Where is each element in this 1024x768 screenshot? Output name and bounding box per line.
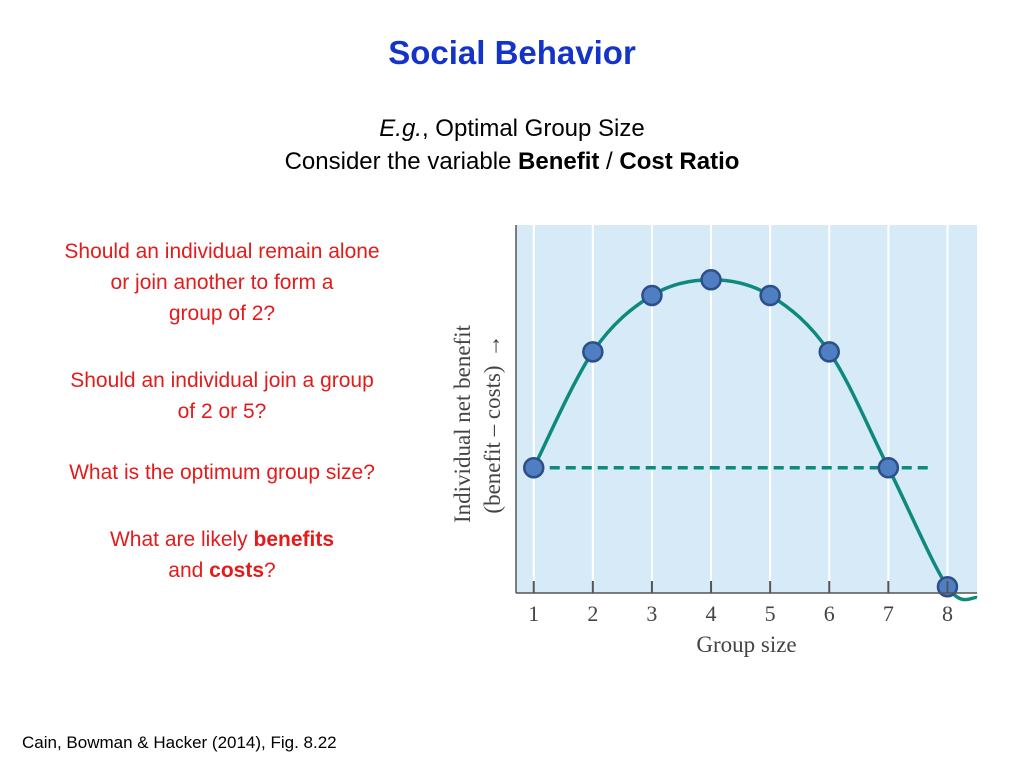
plot-background xyxy=(516,225,977,593)
x-axis-label: Group size xyxy=(696,632,796,657)
slide-subtitle: E.g., Optimal Group Size Consider the va… xyxy=(0,112,1024,178)
x-tick-label-1: 1 xyxy=(528,601,539,626)
data-point-5 xyxy=(759,284,781,307)
x-tick-label-5: 5 xyxy=(765,601,776,626)
subtitle-cost-ratio: Cost Ratio xyxy=(619,148,740,175)
x-tick-label-6: 6 xyxy=(824,601,835,626)
data-point-1 xyxy=(522,456,545,479)
question-1-line-2: or join another to form a xyxy=(110,271,334,294)
y-axis-label-line-2: (benefit – costs) → xyxy=(480,334,505,513)
x-tick-labels: 1 2 3 4 5 6 7 8 xyxy=(528,601,953,626)
data-point-2 xyxy=(582,341,604,363)
subtitle-prefix: Consider the variable xyxy=(284,148,519,175)
x-tick-label-7: 7 xyxy=(883,601,894,626)
question-3: What is the optimum group size? xyxy=(69,461,375,484)
question-4-line-1: What are likely benefits xyxy=(22,524,422,555)
question-4-costs: costs xyxy=(209,559,265,582)
question-1-line-1: Should an individual remain alone xyxy=(64,240,380,263)
subtitle-rest: , Optimal Group Size xyxy=(421,115,645,142)
subtitle-line-1: E.g., Optimal Group Size xyxy=(0,112,1024,145)
question-list: Should an individual remain alone or joi… xyxy=(22,236,422,586)
subtitle-slash: / xyxy=(599,148,620,175)
x-tick-label-3: 3 xyxy=(646,601,657,626)
data-point-6 xyxy=(818,341,840,363)
data-point-7 xyxy=(877,456,900,479)
data-point-3 xyxy=(641,284,663,307)
y-axis-label: Individual net benefit (benefit – costs)… xyxy=(450,324,505,523)
slide-title: Social Behavior xyxy=(388,34,636,71)
y-axis-arrow-icon: → xyxy=(480,334,505,357)
x-tick-label-8: 8 xyxy=(942,601,953,626)
question-4-benefits: benefits xyxy=(253,528,335,551)
question-2-line-2: of 2 or 5? xyxy=(177,400,267,423)
question-4-suffix: ? xyxy=(264,559,276,582)
question-4-prefix: What are likely xyxy=(109,528,254,551)
question-2-line-1: Should an individual join a group xyxy=(70,369,374,392)
subtitle-line-2: Consider the variable Benefit / Cost Rat… xyxy=(0,145,1024,178)
x-tick-marks xyxy=(532,581,949,593)
x-tick-label-2: 2 xyxy=(587,601,598,626)
y-axis-label-line-1: Individual net benefit xyxy=(450,324,475,523)
data-point-4 xyxy=(700,269,722,291)
x-tick-label-4: 4 xyxy=(706,601,717,626)
data-points xyxy=(522,269,959,598)
subtitle-benefit: Benefit xyxy=(518,148,600,175)
subtitle-eg: E.g. xyxy=(379,115,422,142)
question-1-line-3: group of 2? xyxy=(168,302,276,325)
y-axis-label-line-2-text: (benefit – costs) xyxy=(480,365,505,513)
question-4-and: and xyxy=(168,559,210,582)
citation: Cain, Bowman & Hacker (2014), Fig. 8.22 xyxy=(22,733,337,752)
question-4-line-2: and costs? xyxy=(22,555,422,586)
